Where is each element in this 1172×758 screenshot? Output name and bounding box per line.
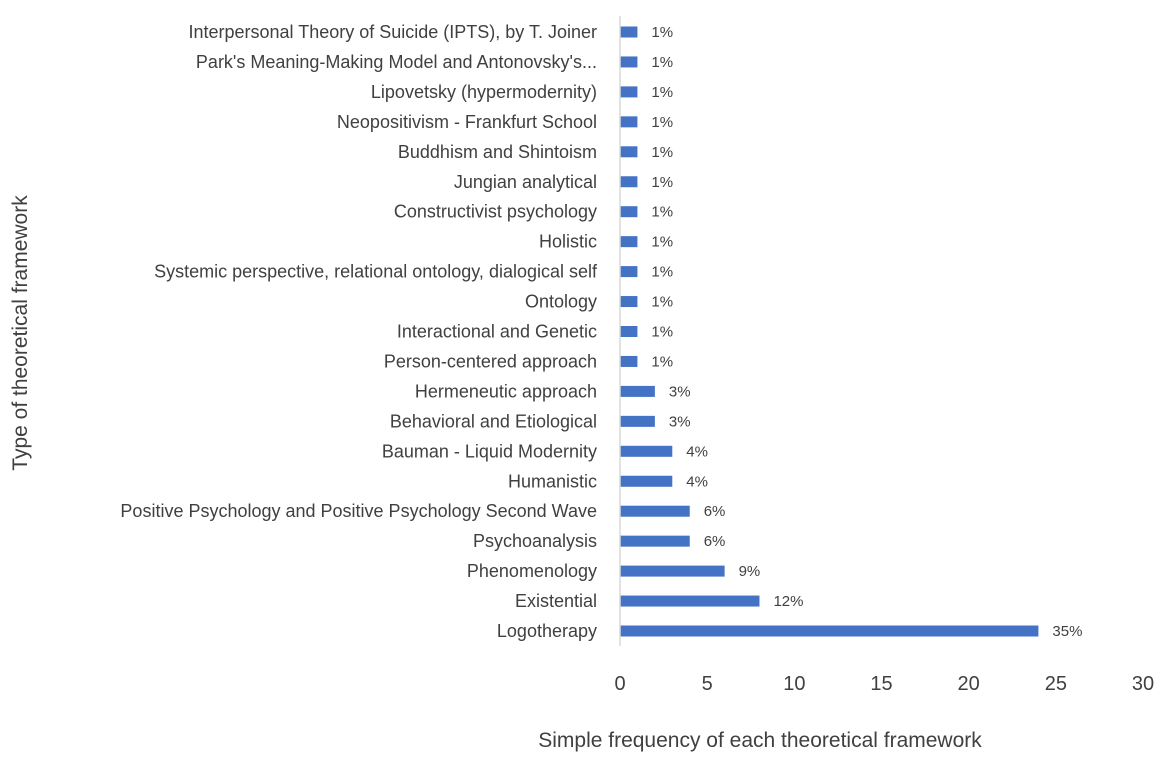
- data-label: 4%: [686, 473, 708, 490]
- bar: [620, 206, 638, 218]
- data-label: 4%: [686, 443, 708, 460]
- bar: [620, 565, 725, 577]
- category-label: Neopositivism - Frankfurt School: [337, 112, 597, 132]
- category-label: Hermeneutic approach: [415, 381, 597, 401]
- data-label: 1%: [651, 234, 673, 251]
- category-label: Existential: [515, 591, 597, 611]
- bar: [620, 236, 638, 248]
- category-label: Psychoanalysis: [473, 531, 597, 551]
- category-label: Person-centered approach: [384, 351, 597, 371]
- bar: [620, 445, 673, 457]
- bar: [620, 475, 673, 487]
- bar: [620, 296, 638, 308]
- category-label: Holistic: [539, 232, 597, 252]
- data-label: 3%: [669, 383, 691, 400]
- data-label: 1%: [651, 114, 673, 131]
- category-label: Lipovetsky (hypermodernity): [371, 82, 597, 102]
- category-label: Ontology: [525, 292, 597, 312]
- bar: [620, 26, 638, 38]
- bar: [620, 266, 638, 278]
- data-label: 1%: [651, 264, 673, 281]
- bars-layer: [620, 26, 1039, 637]
- x-tick-label: 25: [1045, 673, 1067, 695]
- data-label: 1%: [651, 144, 673, 161]
- bar: [620, 505, 690, 517]
- category-label: Jungian analytical: [454, 172, 597, 192]
- data-labels-layer: 1% 1% 1% 1% 1% 1% 1% 1% 1% 1% 1% 1% 3% 3% 4% 4% 6% 6% 9% 12…: [651, 24, 1082, 640]
- data-label: 1%: [651, 324, 673, 341]
- data-label: 9%: [739, 563, 761, 580]
- data-label: 1%: [651, 84, 673, 101]
- x-tick-label: 15: [870, 673, 892, 695]
- category-labels-layer: Interpersonal Theory of Suicide (IPTS), …: [120, 22, 598, 641]
- data-label: 1%: [651, 174, 673, 191]
- bar: [620, 625, 1039, 637]
- data-label: 3%: [669, 413, 691, 430]
- data-label: 1%: [651, 54, 673, 71]
- x-tick-label: 20: [958, 673, 980, 695]
- category-label: Phenomenology: [467, 561, 597, 581]
- x-tick-label: 0: [614, 673, 625, 695]
- bar: [620, 326, 638, 337]
- category-label: Systemic perspective, relational ontolog…: [154, 262, 598, 282]
- bar: [620, 595, 760, 607]
- category-label: Logotherapy: [497, 621, 597, 641]
- data-label: 1%: [651, 353, 673, 370]
- category-label: Constructivist psychology: [394, 202, 597, 222]
- bar: [620, 385, 655, 397]
- x-axis-title: Simple frequency of each theoretical fra…: [538, 729, 982, 752]
- data-label: 6%: [704, 533, 726, 550]
- bar: [620, 176, 638, 188]
- bar: [620, 355, 638, 367]
- category-label: Bauman - Liquid Modernity: [382, 441, 597, 461]
- bar: [620, 86, 638, 98]
- y-axis-title: Type of theoretical framework: [9, 195, 32, 471]
- data-label: 1%: [651, 204, 673, 221]
- bar: [620, 116, 638, 128]
- data-label: 6%: [704, 503, 726, 520]
- bar: [620, 56, 638, 68]
- category-label: Interpersonal Theory of Suicide (IPTS), …: [188, 22, 597, 42]
- data-label: 1%: [651, 294, 673, 311]
- category-label: Park's Meaning-Making Model and Antonovs…: [196, 52, 597, 72]
- data-label: 12%: [773, 593, 803, 610]
- data-label: 35%: [1052, 623, 1082, 640]
- data-label: 1%: [651, 24, 673, 41]
- category-label: Behavioral and Etiological: [390, 411, 597, 431]
- x-tick-label: 30: [1132, 673, 1154, 695]
- x-tick-label: 10: [783, 673, 805, 695]
- category-label: Buddhism and Shintoism: [398, 142, 597, 162]
- bar: [620, 535, 690, 547]
- bar: [620, 415, 655, 427]
- category-label: Humanistic: [508, 471, 597, 491]
- category-label: Positive Psychology and Positive Psychol…: [120, 501, 597, 521]
- x-axis-ticks-layer: 0 5 10 15 20 25 30: [614, 673, 1154, 695]
- x-tick-label: 5: [702, 673, 713, 695]
- category-label: Interactional and Genetic: [397, 322, 597, 342]
- bar: [620, 146, 638, 158]
